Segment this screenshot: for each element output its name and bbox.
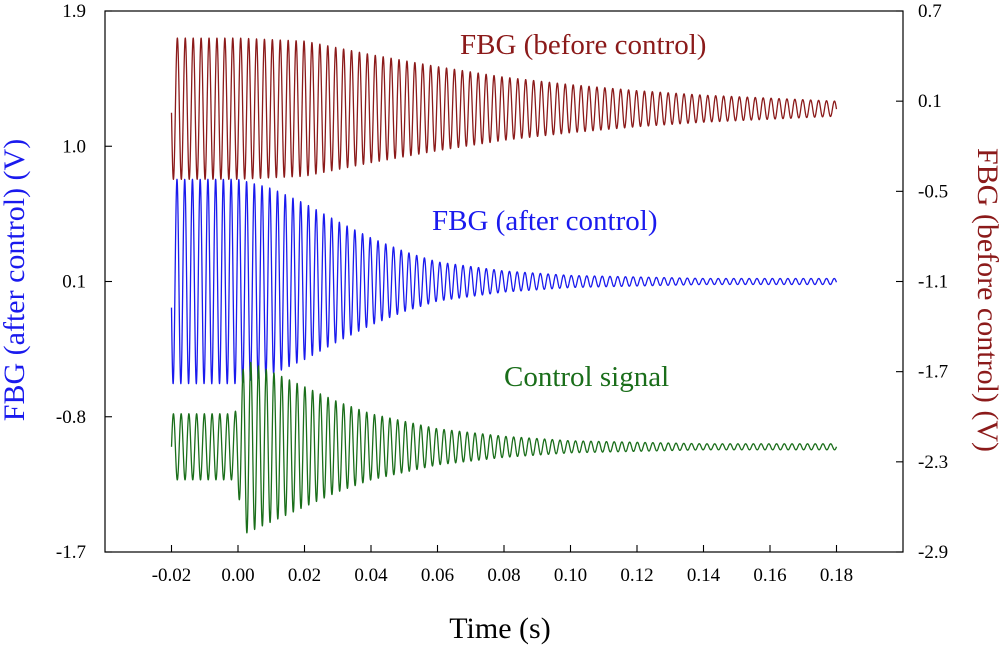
y-right-axis-ticks: 0.7 0.1 -0.5 -1.1 -1.7 -2.3 -2.9 bbox=[896, 1, 948, 563]
x-tick-label: 0.14 bbox=[687, 565, 721, 586]
x-tick-label: 0.04 bbox=[354, 565, 388, 586]
x-tick-label: 0.06 bbox=[421, 565, 454, 586]
x-axis-ticks: -0.02 0.00 0.02 0.04 0.06 0.08 0.10 0.12 0.14 0.1… bbox=[152, 545, 853, 586]
y-right-tick-label: -0.5 bbox=[918, 181, 948, 202]
series-line-control-signal bbox=[170, 361, 838, 534]
y-left-tick-label: 1.0 bbox=[62, 136, 86, 157]
x-tick-label: 0.18 bbox=[820, 565, 853, 586]
y-left-tick-label: 1.9 bbox=[62, 1, 86, 22]
series-label-fbg-before: FBG (before control) bbox=[460, 29, 706, 61]
series-line-fbg-after bbox=[170, 178, 838, 385]
x-axis-title: Time (s) bbox=[449, 612, 550, 645]
x-tick-label: -0.02 bbox=[152, 565, 192, 586]
y-right-tick-label: 0.1 bbox=[918, 91, 942, 112]
y-right-tick-label: -2.3 bbox=[918, 452, 948, 473]
y-right-tick-label: 0.7 bbox=[918, 1, 942, 22]
x-tick-label: 0.16 bbox=[753, 565, 786, 586]
y-right-tick-label: -1.1 bbox=[918, 272, 948, 293]
y-right-axis-title: FBG (before control) (V) bbox=[971, 148, 1000, 452]
y-left-tick-label: -0.8 bbox=[56, 407, 86, 428]
y-right-tick-label: -1.7 bbox=[918, 362, 948, 383]
x-tick-label: 0.00 bbox=[221, 565, 254, 586]
x-tick-label: 0.10 bbox=[554, 565, 587, 586]
y-left-axis-ticks: 1.9 1.0 0.1 -0.8 -1.7 bbox=[56, 1, 112, 563]
y-left-tick-label: -1.7 bbox=[56, 542, 86, 563]
series-label-control-signal: Control signal bbox=[504, 361, 669, 393]
x-tick-label: 0.08 bbox=[487, 565, 520, 586]
series-line-fbg-before bbox=[170, 37, 838, 180]
x-tick-label: 0.02 bbox=[288, 565, 321, 586]
series-label-fbg-after: FBG (after control) bbox=[432, 205, 658, 237]
y-right-tick-label: -2.9 bbox=[918, 542, 948, 563]
y-left-axis-title: FBG (after control) (V) bbox=[0, 139, 31, 421]
x-tick-label: 0.12 bbox=[620, 565, 653, 586]
y-left-tick-label: 0.1 bbox=[62, 272, 86, 293]
series-lines bbox=[170, 37, 838, 534]
